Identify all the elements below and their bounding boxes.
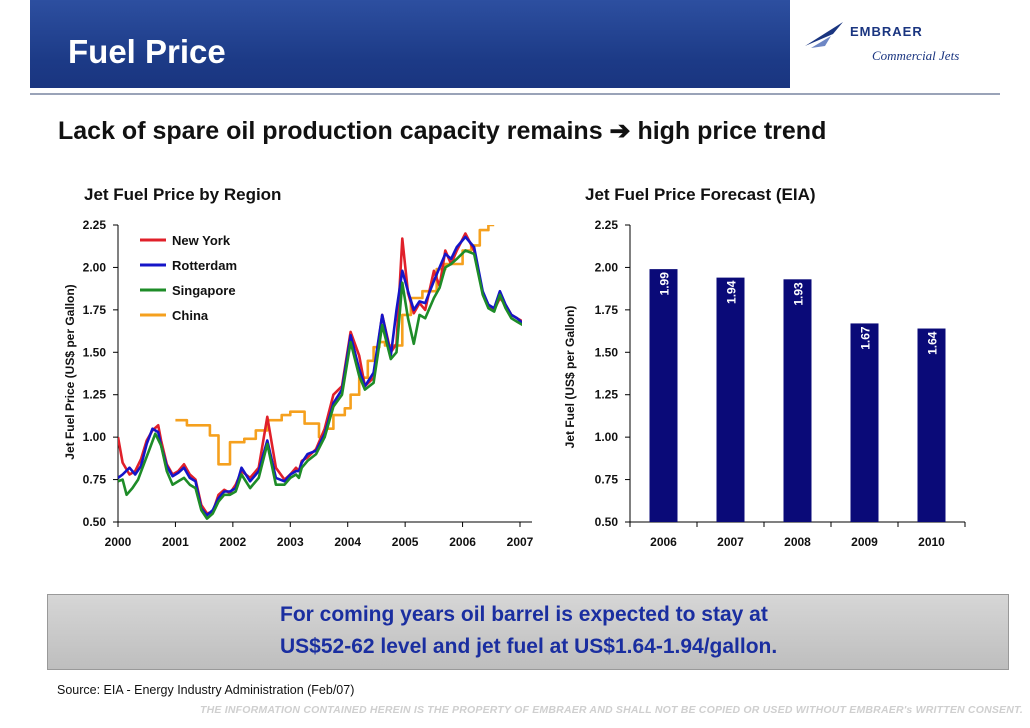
legend-label: Rotterdam <box>172 258 237 273</box>
legend-label: Singapore <box>172 283 236 298</box>
bar-chart-y-tick-label: 2.25 <box>595 218 619 232</box>
bar-chart-x-tick-label: 2009 <box>851 535 878 549</box>
disclaimer: THE INFORMATION CONTAINED HEREIN IS THE … <box>200 704 1023 716</box>
bar-2010 <box>917 328 946 522</box>
line-chart-y-tick-label: 1.00 <box>83 430 107 444</box>
embraer-logo-icon <box>805 22 843 48</box>
legend-label: New York <box>172 233 231 248</box>
bar-value-label: 1.93 <box>792 282 806 306</box>
series-line-singapore <box>118 249 522 520</box>
line-chart-x-tick-label: 2002 <box>220 535 247 549</box>
bar-chart-y-tick-label: 1.25 <box>595 388 619 402</box>
header-divider <box>30 93 1000 95</box>
line-chart-x-tick-label: 2005 <box>392 535 419 549</box>
bar-chart-x-tick-label: 2008 <box>784 535 811 549</box>
line-chart-x-tick-label: 2001 <box>162 535 189 549</box>
bar-chart-y-tick-label: 0.50 <box>595 515 619 529</box>
line-chart-x-tick-label: 2007 <box>507 535 534 549</box>
line-chart-x-tick-label: 2003 <box>277 535 304 549</box>
logo-subtitle: Commercial Jets <box>872 48 960 63</box>
bar-value-label: 1.67 <box>859 326 873 350</box>
bar-chart-y-tick-label: 1.75 <box>595 303 619 317</box>
line-chart-y-tick-label: 0.75 <box>83 473 107 487</box>
line-chart-y-tick-label: 1.75 <box>83 303 107 317</box>
legend-background <box>136 228 261 328</box>
line-chart-y-tick-label: 2.00 <box>83 260 107 274</box>
callout-line-2: US$52-62 level and jet fuel at US$1.64-1… <box>280 635 778 658</box>
line-chart-title: Jet Fuel Price by Region <box>84 185 282 204</box>
line-chart-x-tick-label: 2006 <box>449 535 476 549</box>
series-line-rotterdam <box>118 235 522 517</box>
bar-chart-x-tick-label: 2006 <box>650 535 677 549</box>
line-chart-x-tick-label: 2000 <box>105 535 132 549</box>
line-chart-y-tick-label: 1.25 <box>83 388 107 402</box>
bar-value-label: 1.99 <box>658 272 672 296</box>
bar-chart-y-tick-label: 2.00 <box>595 260 619 274</box>
bar-2009 <box>850 323 879 522</box>
callout-box: For coming years oil barrel is expected … <box>47 594 1009 670</box>
bar-value-label: 1.64 <box>926 331 940 355</box>
callout-line-1: For coming years oil barrel is expected … <box>280 603 768 626</box>
bar-chart-x-tick-label: 2010 <box>918 535 945 549</box>
logo-name: EMBRAER <box>850 24 923 39</box>
bar-value-label: 1.94 <box>725 280 739 304</box>
bar-chart-title: Jet Fuel Price Forecast (EIA) <box>585 185 816 204</box>
headline: Lack of spare oil production capacity re… <box>58 117 827 145</box>
bar-2007 <box>716 277 745 522</box>
bar-chart-x-tick-label: 2007 <box>717 535 744 549</box>
bar-2006 <box>649 269 678 522</box>
bar-chart-y-tick-label: 1.00 <box>595 430 619 444</box>
page-title: Fuel Price <box>68 33 226 70</box>
line-chart-y-tick-label: 0.50 <box>83 515 107 529</box>
line-chart-y-tick-label: 1.50 <box>83 345 107 359</box>
bar-2008 <box>783 279 812 522</box>
bar-chart-y-tick-label: 0.75 <box>595 473 619 487</box>
bar-chart-y-tick-label: 1.50 <box>595 345 619 359</box>
line-chart-y-tick-label: 2.25 <box>83 218 107 232</box>
line-chart-x-tick-label: 2004 <box>334 535 361 549</box>
legend-label: China <box>172 308 209 323</box>
source-note: Source: EIA - Energy Industry Administra… <box>57 683 355 697</box>
